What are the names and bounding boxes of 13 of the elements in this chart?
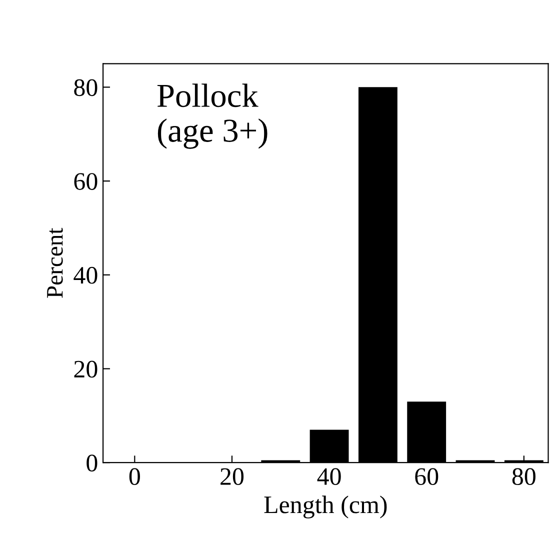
y-axis-title: Percent <box>47 228 63 298</box>
x-axis-title: Length (cm) <box>264 496 387 518</box>
x-tick-label: 0 <box>129 468 140 486</box>
y-tick-label: 60 <box>74 173 98 190</box>
y-tick-label: 0 <box>86 454 98 472</box>
annotation: Pollock (age 3+) <box>157 84 268 149</box>
x-tick-label: 40 <box>317 468 341 486</box>
x-tick-label: 20 <box>220 468 244 486</box>
x-tick-label: 80 <box>512 468 536 486</box>
y-tick-label: 20 <box>74 360 98 378</box>
x-tick-label: 60 <box>415 468 438 486</box>
y-tick-label: 40 <box>74 266 98 284</box>
y-tick-label: 80 <box>74 79 98 96</box>
